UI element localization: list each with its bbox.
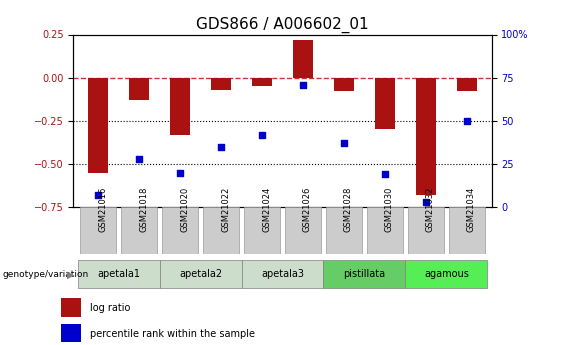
Text: apetala1: apetala1	[97, 269, 140, 279]
FancyBboxPatch shape	[406, 260, 488, 288]
Text: genotype/variation: genotype/variation	[3, 270, 89, 279]
Bar	[211, 78, 231, 90]
FancyBboxPatch shape	[121, 207, 157, 254]
Text: GSM21016: GSM21016	[98, 187, 107, 232]
Point	[380, 171, 389, 177]
Text: GSM21024: GSM21024	[262, 187, 271, 232]
Text: GSM21026: GSM21026	[303, 187, 312, 232]
Text: GSM21034: GSM21034	[467, 187, 476, 232]
FancyBboxPatch shape	[80, 207, 116, 254]
Point	[134, 156, 144, 161]
FancyBboxPatch shape	[326, 207, 362, 254]
FancyBboxPatch shape	[449, 207, 485, 254]
FancyBboxPatch shape	[203, 207, 239, 254]
Text: GSM21018: GSM21018	[139, 187, 148, 232]
Point	[340, 140, 349, 146]
Point	[462, 118, 471, 124]
Text: GSM21030: GSM21030	[385, 187, 394, 232]
Text: agamous: agamous	[424, 269, 469, 279]
Point	[176, 170, 185, 175]
Bar	[88, 78, 108, 172]
Point	[94, 192, 103, 198]
Bar	[334, 78, 354, 91]
FancyBboxPatch shape	[241, 260, 324, 288]
Text: apetala2: apetala2	[179, 269, 222, 279]
Text: GSM21022: GSM21022	[221, 187, 230, 232]
Text: GSM21020: GSM21020	[180, 187, 189, 232]
Bar	[416, 78, 436, 195]
Bar	[457, 78, 477, 91]
FancyBboxPatch shape	[159, 260, 241, 288]
Bar	[170, 78, 190, 135]
Point	[258, 132, 267, 137]
Bar	[293, 40, 313, 78]
Bar	[252, 78, 272, 86]
Bar	[61, 298, 81, 317]
FancyBboxPatch shape	[162, 207, 198, 254]
FancyBboxPatch shape	[77, 260, 159, 288]
Bar	[61, 324, 81, 342]
FancyBboxPatch shape	[408, 207, 444, 254]
Point	[421, 199, 431, 205]
FancyBboxPatch shape	[244, 207, 280, 254]
Text: apetala3: apetala3	[261, 269, 304, 279]
Text: GSM21032: GSM21032	[426, 187, 435, 232]
Bar	[375, 78, 396, 129]
FancyBboxPatch shape	[285, 207, 321, 254]
Title: GDS866 / A006602_01: GDS866 / A006602_01	[196, 17, 369, 33]
Bar	[129, 78, 149, 100]
Text: pistillata: pistillata	[344, 269, 385, 279]
Text: log ratio: log ratio	[90, 303, 131, 313]
Point	[216, 144, 225, 149]
Text: GSM21028: GSM21028	[344, 187, 353, 232]
Point	[298, 82, 307, 87]
Text: percentile rank within the sample: percentile rank within the sample	[90, 329, 255, 338]
Text: ▶: ▶	[67, 269, 74, 279]
FancyBboxPatch shape	[367, 207, 403, 254]
FancyBboxPatch shape	[324, 260, 406, 288]
